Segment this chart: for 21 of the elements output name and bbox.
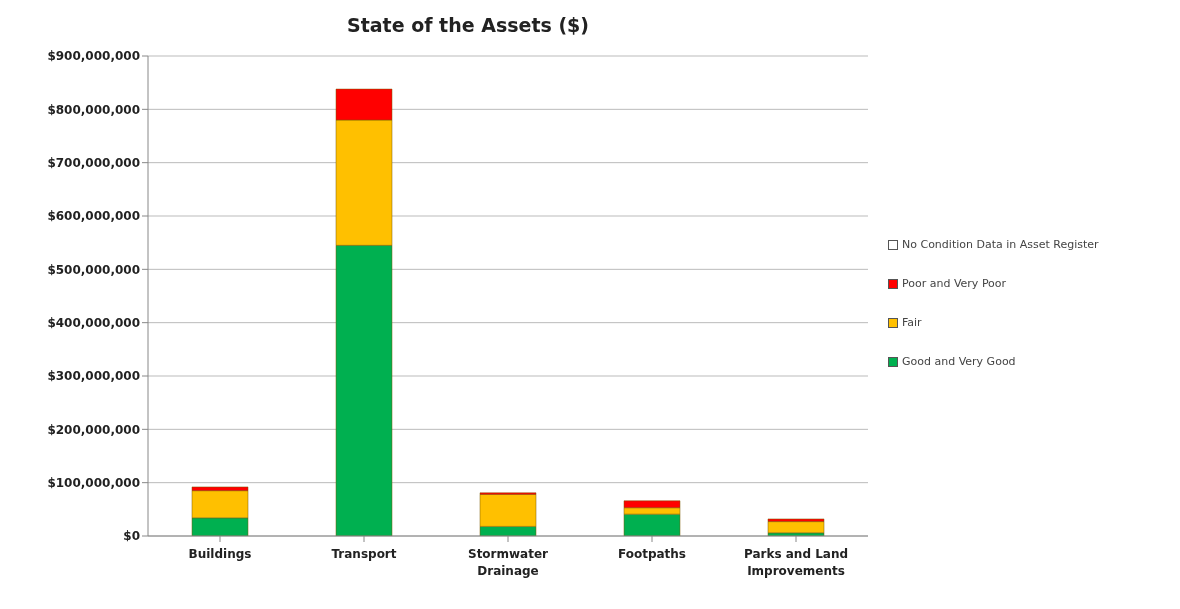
x-tick-label: Stormwater Drainage — [467, 547, 549, 578]
y-tick-label: $900,000,000 — [47, 49, 140, 64]
y-tick-label: $700,000,000 — [47, 155, 140, 170]
x-tick-label: Footpaths — [617, 547, 687, 561]
legend-label: Poor and Very Poor — [902, 277, 1007, 290]
y-tick-label: $500,000,000 — [47, 262, 140, 277]
x-tick-label: Transport — [331, 547, 397, 561]
y-tick-label: $600,000,000 — [47, 209, 140, 224]
y-tick-label: $0 — [123, 529, 140, 544]
chart-title: State of the Assets ($) — [346, 13, 590, 36]
legend-label: Good and Very Good — [902, 355, 1016, 368]
y-tick-label: $800,000,000 — [47, 102, 140, 117]
y-tick-label: $100,000,000 — [47, 475, 140, 490]
legend-label: No Condition Data in Asset Register — [902, 238, 1099, 251]
x-tick-label: Parks and Land Improvements — [743, 547, 849, 578]
bar — [767, 521, 825, 534]
y-tick-label: $400,000,000 — [47, 315, 140, 330]
y-tick-label: $200,000,000 — [47, 422, 140, 437]
legend-label: Fair — [902, 316, 922, 329]
x-tick-label: Buildings — [188, 547, 252, 561]
y-tick-label: $300,000,000 — [47, 369, 140, 384]
